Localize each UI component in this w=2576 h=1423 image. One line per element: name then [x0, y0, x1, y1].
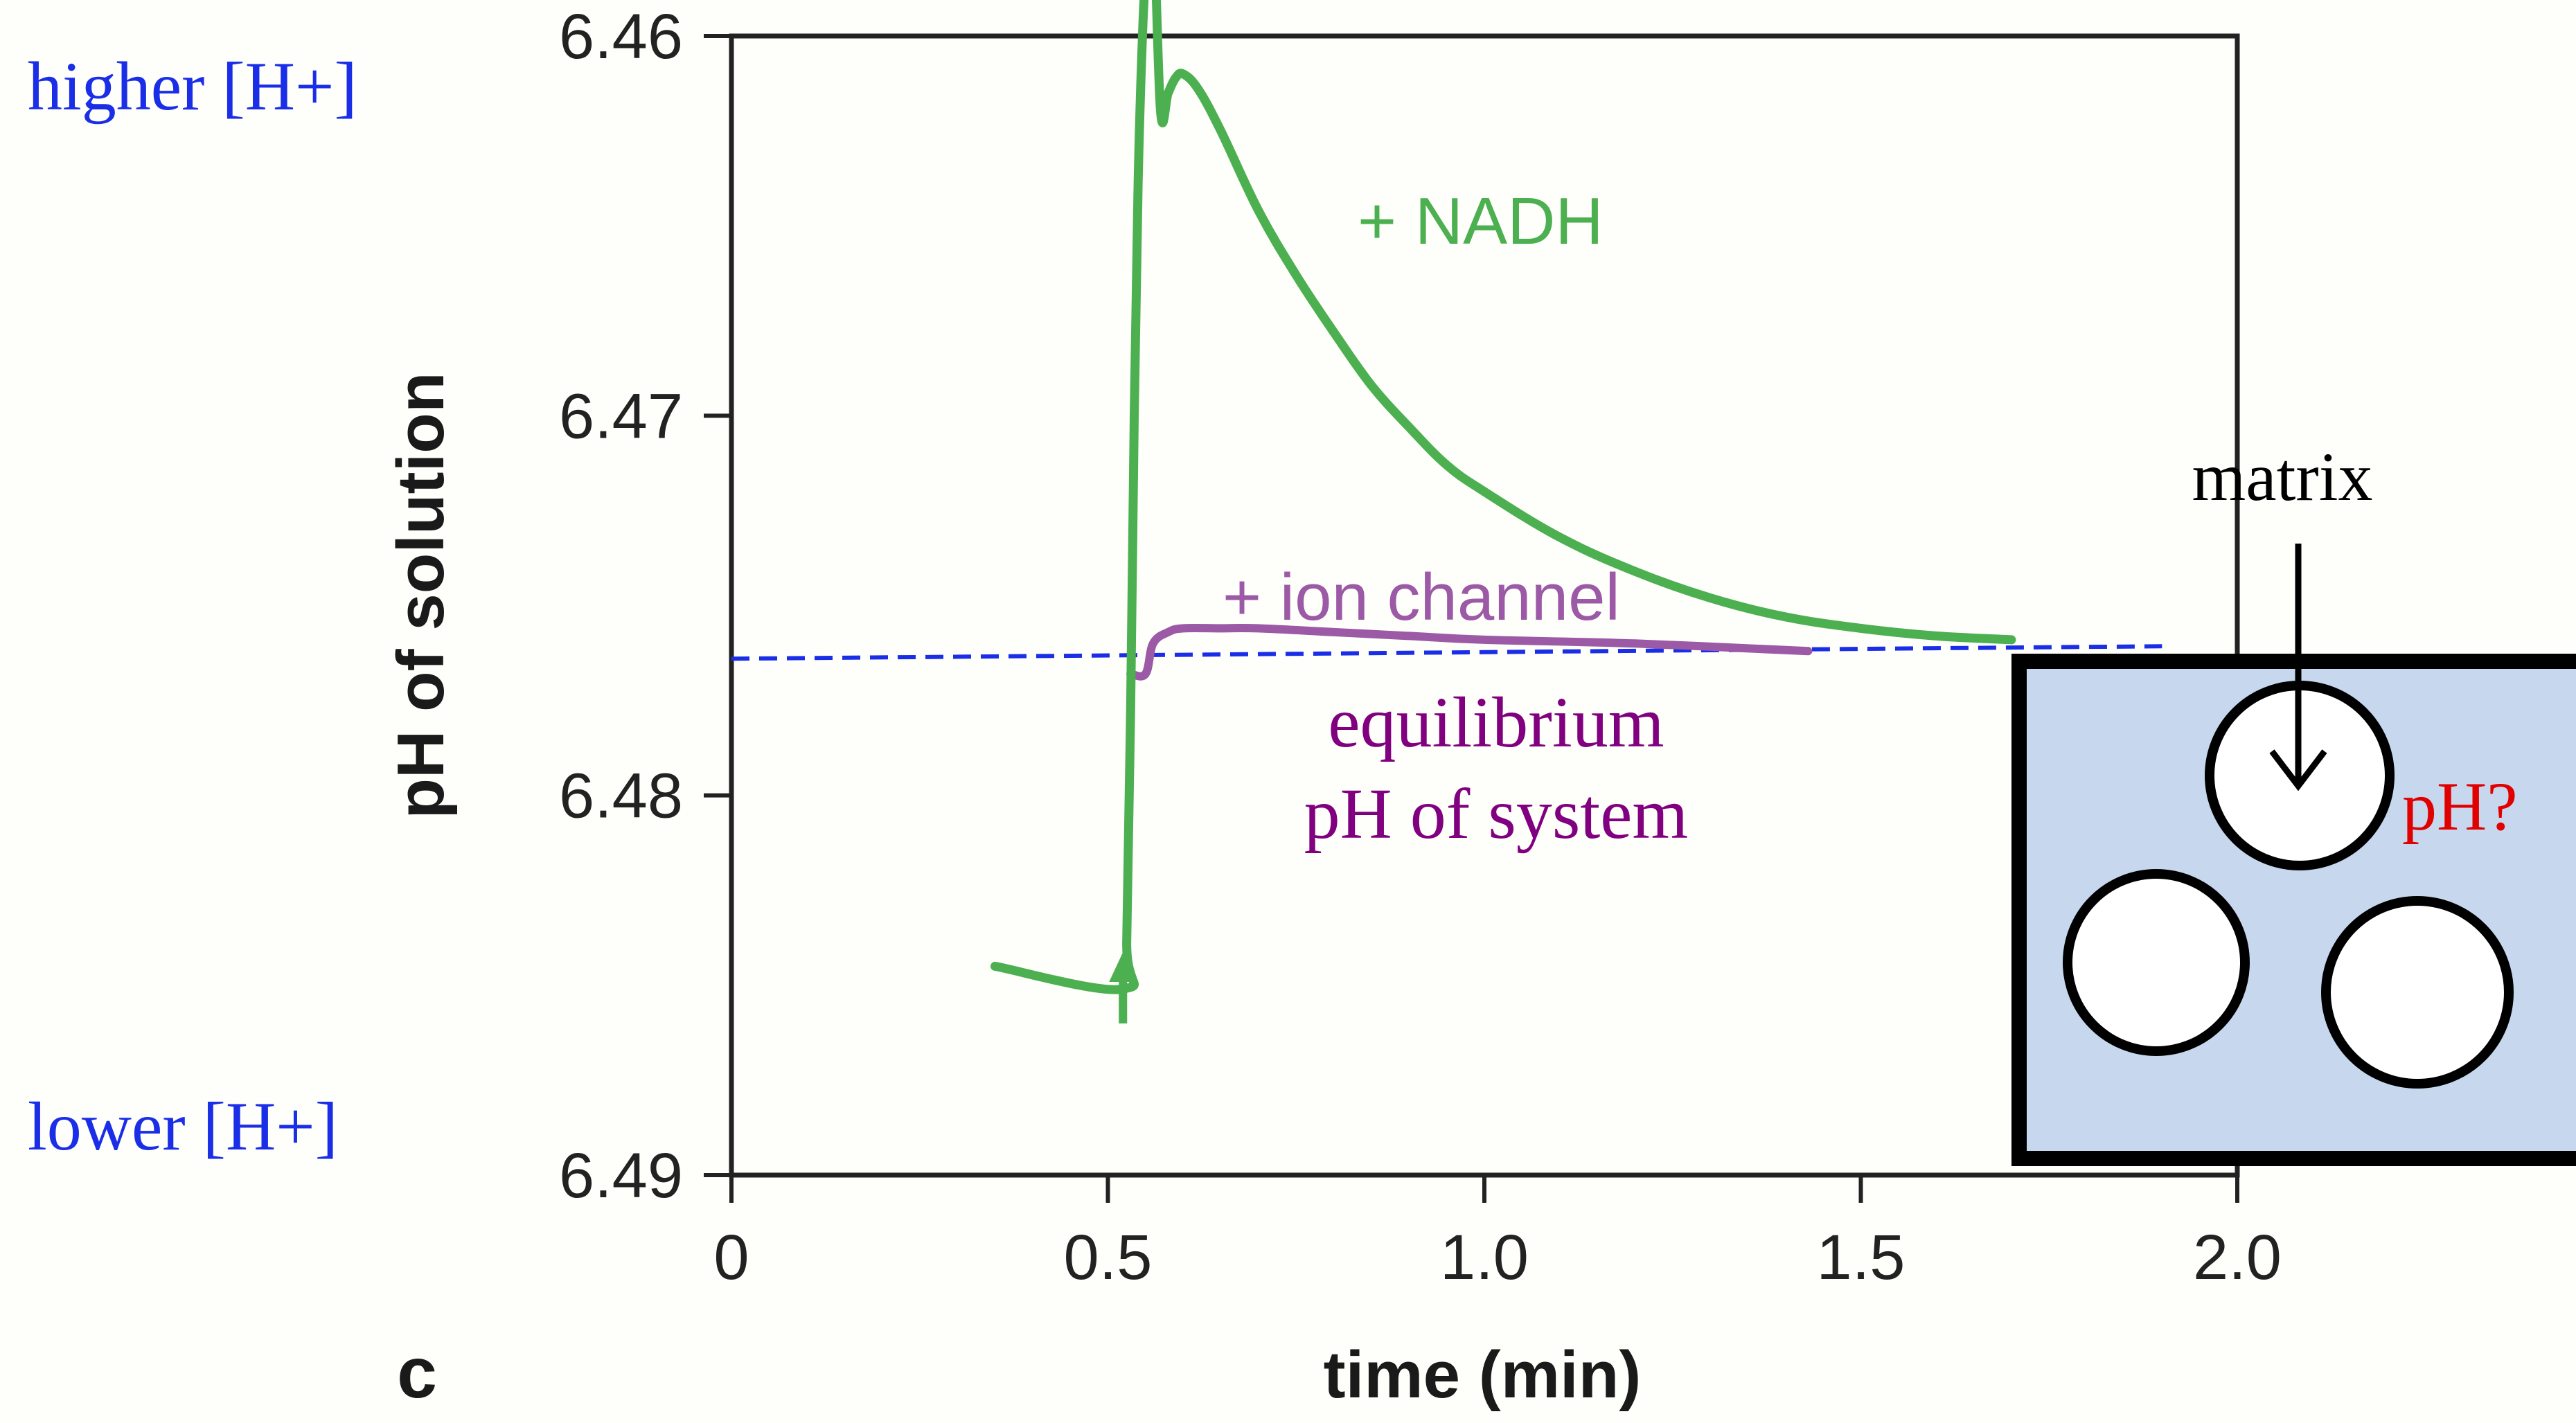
equilibrium-label-line2: pH of system [1304, 774, 1689, 854]
nadh-series-label: + NADH [1358, 184, 1604, 258]
y-tick-label: 6.49 [559, 1140, 683, 1211]
mitochondria-inset: matrix pH? [2011, 438, 2576, 1166]
series-nadh-line [991, 0, 2016, 994]
matrix-label: matrix [2192, 438, 2372, 515]
addition-arrow-head [1109, 952, 1137, 982]
inset-vesicle-right [2321, 896, 2514, 1089]
ph-question-label: pH? [2402, 768, 2518, 845]
x-axis: 0 0.5 1.0 1.5 2.0 [713, 1175, 2282, 1293]
x-tick-label: 2.0 [2193, 1222, 2282, 1293]
matrix-arrow-head-icon [2269, 749, 2327, 791]
x-tick-label: 0 [713, 1222, 749, 1293]
y-tick-label: 6.48 [559, 761, 683, 832]
y-axis-title: pH of solution [384, 372, 458, 818]
x-tick-label: 1.0 [1440, 1222, 1529, 1293]
panel-label: c [397, 1333, 437, 1413]
equilibrium-label-line1: equilibrium [1328, 683, 1664, 762]
x-tick-label: 0.5 [1064, 1222, 1153, 1293]
higher-h-label: higher [H+] [28, 48, 357, 125]
addition-arrow-icon [1109, 952, 1137, 1023]
y-axis: 6.46 6.47 6.48 6.49 [559, 1, 731, 1211]
lower-h-label: lower [H+] [28, 1088, 338, 1165]
ion-channel-series-label: + ion channel [1223, 560, 1620, 634]
y-tick-label: 6.46 [559, 1, 683, 72]
x-tick-label: 1.5 [1817, 1222, 1906, 1293]
y-tick-label: 6.47 [559, 381, 683, 451]
series-ion-channel-line [1126, 623, 1813, 681]
inset-vesicle-left [2063, 869, 2250, 1056]
x-axis-title: time (min) [1324, 1338, 1642, 1412]
equilibrium-reference-line [731, 644, 2162, 661]
